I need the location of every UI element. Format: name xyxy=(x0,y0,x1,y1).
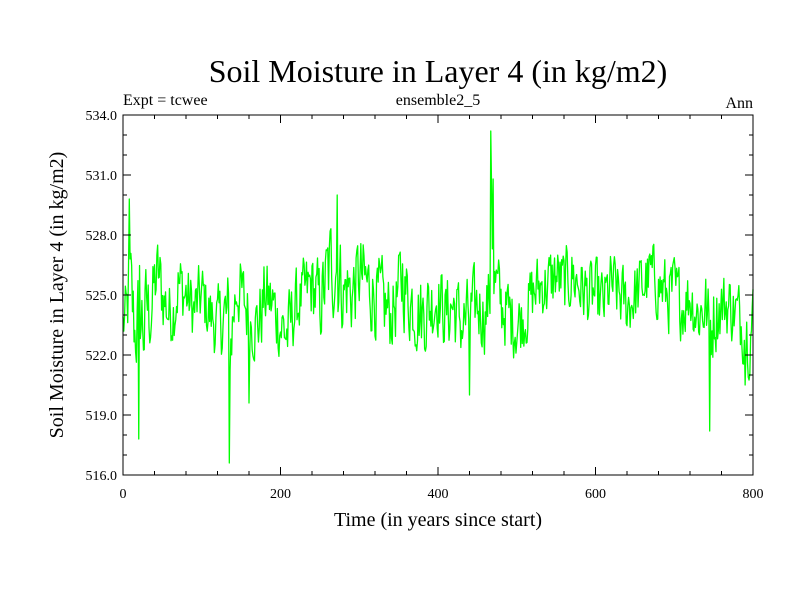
chart-title: Soil Moisture in Layer 4 (in kg/m2) xyxy=(209,53,668,89)
y-tick-label: 534.0 xyxy=(86,109,118,124)
x-axis-label: Time (in years since start) xyxy=(334,509,542,531)
x-tick-label: 0 xyxy=(120,487,127,502)
x-tick-label: 200 xyxy=(270,487,291,502)
y-tick-label: 528.0 xyxy=(86,229,118,244)
x-tick-label: 600 xyxy=(585,487,606,502)
y-tick-label: 522.0 xyxy=(86,349,118,364)
axis-ticks: 0 200 400 600 800 516.0 519.0 522.0 525.0 528.0 53… xyxy=(86,109,764,502)
y-tick-label: 519.0 xyxy=(86,409,118,424)
y-tick-label: 531.0 xyxy=(86,169,118,184)
x-tick-label: 800 xyxy=(743,487,764,502)
x-tick-label: 400 xyxy=(428,487,449,502)
y-tick-label: 525.0 xyxy=(86,289,118,304)
plot-area xyxy=(122,130,754,464)
header-left-label: Expt = tcwee xyxy=(123,92,208,109)
y-tick-label: 516.0 xyxy=(86,469,118,484)
header-right-label: Ann xyxy=(725,95,753,112)
header-center-label: ensemble2_5 xyxy=(396,92,480,109)
series-line xyxy=(122,130,754,464)
y-axis-label: Soil Moisture in Layer 4 (in kg/m2) xyxy=(46,152,68,439)
